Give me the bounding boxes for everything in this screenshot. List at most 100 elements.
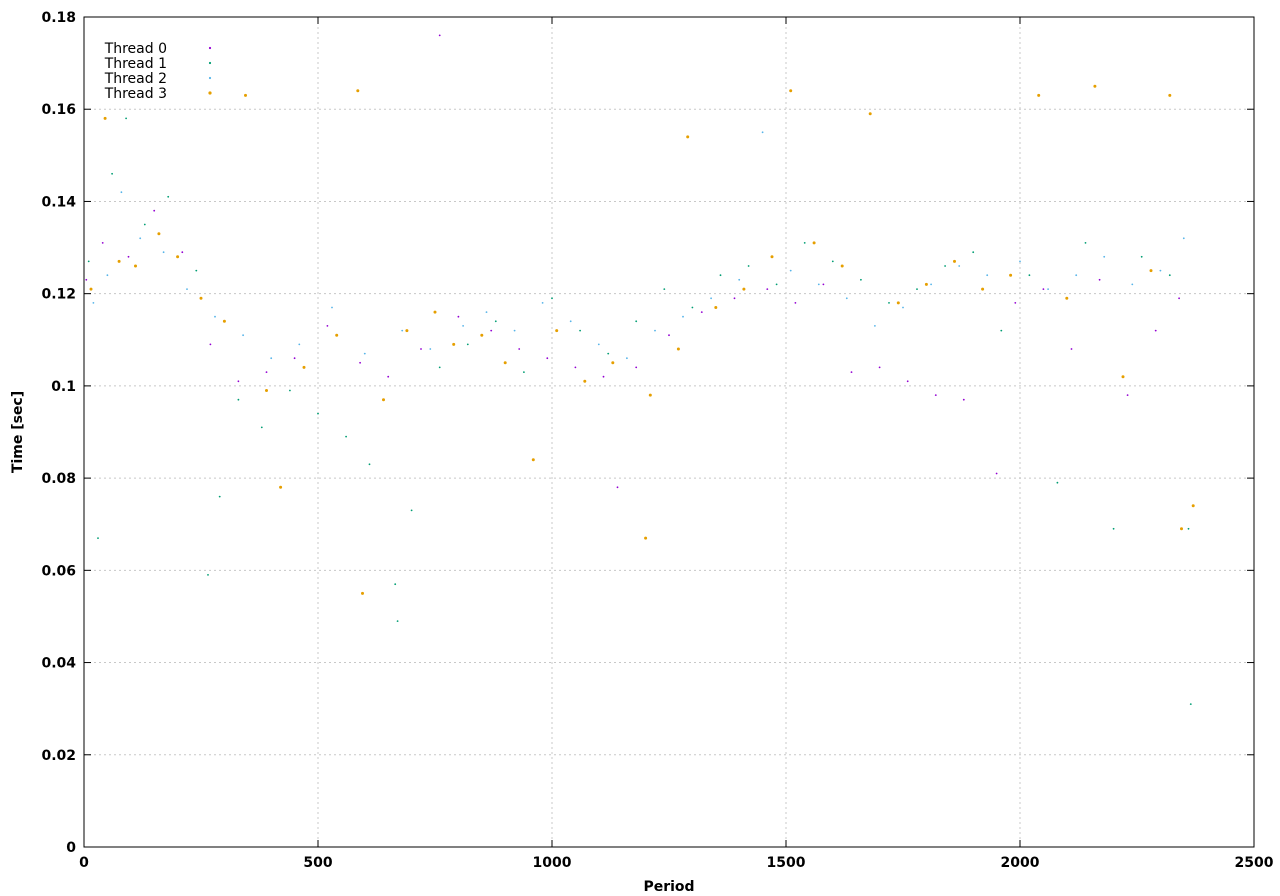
data-point-thread-1: [289, 389, 291, 392]
legend-label-thread-0: Thread 0: [104, 41, 167, 57]
data-point-thread-2: [761, 131, 764, 134]
data-point-thread-0: [934, 394, 937, 396]
data-point-thread-3: [244, 93, 247, 97]
data-point-thread-0: [387, 375, 390, 378]
axis-ticks: 0 500 1000 1500 2000 2500 0 0.02 0.04 0.06 0.08 0.1…: [41, 10, 1273, 871]
data-point-thread-2: [682, 315, 684, 318]
data-point-thread-1: [466, 343, 469, 346]
grid: [84, 17, 1254, 847]
data-point-thread-1: [1084, 242, 1087, 244]
data-point-thread-3: [361, 591, 364, 595]
data-point-thread-0: [101, 242, 104, 244]
data-point-thread-1: [218, 495, 221, 498]
data-point-thread-3: [1191, 504, 1195, 508]
data-point-thread-1: [87, 260, 90, 263]
data-point-thread-0: [457, 315, 460, 318]
data-point-thread-3: [1093, 84, 1097, 88]
data-point-thread-0: [850, 371, 853, 373]
legend-marker-thread-3: [208, 91, 212, 95]
data-point-thread-0: [237, 380, 240, 383]
data-point-thread-0: [995, 472, 998, 475]
data-point-thread-2: [139, 237, 142, 240]
data-point-thread-3: [335, 333, 339, 337]
data-point-thread-2: [1019, 260, 1021, 263]
y-tick-label: 0.12: [41, 287, 76, 303]
data-point-thread-2: [958, 265, 961, 267]
data-point-thread-2: [1182, 237, 1185, 240]
data-point-thread-3: [644, 536, 648, 540]
data-point-thread-3: [452, 342, 456, 346]
data-point-thread-2: [1159, 269, 1162, 272]
data-point-thread-3: [134, 264, 137, 268]
data-point-thread-2: [401, 329, 404, 332]
legend-marker-thread-2: [208, 76, 212, 80]
y-tick-label: 0.02: [41, 748, 76, 764]
data-point-thread-0: [962, 398, 965, 401]
data-point-thread-1: [237, 398, 240, 401]
data-point-thread-2: [162, 251, 165, 254]
data-point-thread-0: [209, 343, 212, 346]
data-point-thread-0: [1178, 297, 1180, 300]
data-point-thread-2: [462, 325, 464, 327]
data-point-thread-0: [1126, 394, 1129, 396]
legend-label-thread-3: Thread 3: [104, 86, 167, 102]
data-point-thread-0: [1098, 278, 1101, 281]
data-point-thread-3: [433, 310, 437, 314]
data-point-thread-2: [597, 343, 600, 346]
data-point-thread-1: [345, 435, 347, 438]
data-point-thread-3: [840, 264, 844, 268]
data-point-thread-1: [719, 274, 722, 277]
data-point-thread-3: [279, 485, 283, 489]
data-point-thread-1: [1000, 329, 1003, 332]
data-point-thread-0: [420, 348, 422, 350]
data-point-thread-1: [111, 172, 113, 175]
data-point-thread-0: [822, 283, 825, 286]
data-point-thread-2: [92, 302, 95, 304]
data-point-thread-0: [265, 371, 268, 373]
data-point-thread-1: [1189, 703, 1192, 705]
data-point-thread-1: [167, 195, 170, 198]
data-point-thread-2: [874, 325, 876, 327]
data-point-thread-1: [831, 260, 834, 263]
data-point-thread-3: [1009, 273, 1013, 277]
data-point-thread-1: [972, 251, 975, 254]
data-point-thread-3: [583, 379, 587, 383]
data-point-thread-0: [794, 302, 797, 304]
data-point-thread-2: [569, 320, 572, 323]
data-point-thread-0: [85, 278, 88, 281]
data-point-thread-3: [1168, 93, 1172, 97]
data-point-thread-1: [207, 574, 209, 576]
data-point-thread-1: [410, 509, 413, 512]
y-tick-label: 0: [66, 840, 76, 856]
data-point-thread-2: [817, 283, 820, 286]
data-point-thread-3: [924, 282, 928, 286]
x-tick-label: 0: [79, 855, 89, 871]
data-point-thread-2: [845, 297, 848, 300]
data-point-thread-3: [648, 393, 652, 397]
plot-frame: [83, 16, 1255, 848]
data-point-thread-3: [1037, 93, 1041, 97]
data-point-thread-1: [125, 117, 127, 120]
legend-label-thread-1: Thread 1: [104, 56, 167, 72]
data-point-thread-3: [405, 329, 409, 333]
y-axis-label: Time [sec]: [10, 391, 26, 473]
data-point-thread-3: [1121, 375, 1125, 379]
data-point-thread-0: [181, 251, 184, 254]
data-point-thread-3: [117, 259, 121, 263]
data-point-thread-1: [494, 320, 497, 323]
data-point-thread-2: [363, 352, 366, 355]
x-axis-label: Period: [643, 879, 694, 895]
data-point-thread-1: [691, 306, 694, 309]
data-point-thread-1: [944, 265, 946, 267]
data-point-thread-0: [668, 334, 670, 337]
y-tick-label: 0.16: [41, 102, 76, 118]
data-point-thread-2: [106, 274, 109, 277]
data-point-thread-2: [485, 311, 488, 313]
data-point-thread-2: [270, 357, 273, 360]
data-point-thread-3: [1180, 527, 1183, 531]
x-tick-label: 1500: [767, 855, 806, 871]
data-point-thread-3: [103, 116, 107, 120]
data-point-thread-0: [359, 361, 361, 364]
data-point-thread-3: [742, 287, 746, 291]
